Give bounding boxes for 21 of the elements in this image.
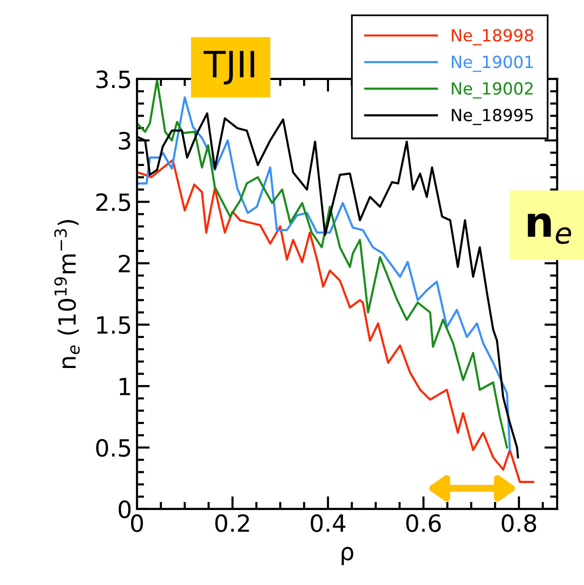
y-tick-label: 2.5: [96, 193, 130, 212]
y-tick-label: 0.5: [96, 438, 130, 457]
legend-label: Ne_19001: [452, 56, 533, 72]
x-tick-label: 0.2: [215, 514, 249, 532]
y-axis-title: n$_{e}$ (10$^{19}$m$^{−3}$): [54, 220, 80, 368]
annotation: n$_{e}$: [528, 213, 572, 244]
legend-label: Ne_18995: [452, 108, 533, 126]
x-tick-label: 0.6: [406, 514, 441, 532]
y-tick-label: 0: [118, 500, 131, 518]
legend-label: Ne_19002: [452, 82, 533, 98]
legend-label: Ne_18998: [452, 28, 534, 46]
annotation: TJII: [204, 50, 254, 84]
y-tick-label: 3: [118, 132, 130, 150]
x-tick-label: 0.8: [502, 514, 536, 532]
x-axis-title: ρ: [342, 546, 354, 566]
y-tick-label: 1.5: [97, 316, 130, 334]
y-tick-label: 3.5: [96, 70, 130, 88]
y-tick-label: 1: [120, 378, 130, 396]
x-tick-label: 0: [131, 514, 143, 532]
y-tick-label: 2: [118, 254, 130, 272]
x-tick-label: 0.4: [310, 514, 346, 532]
